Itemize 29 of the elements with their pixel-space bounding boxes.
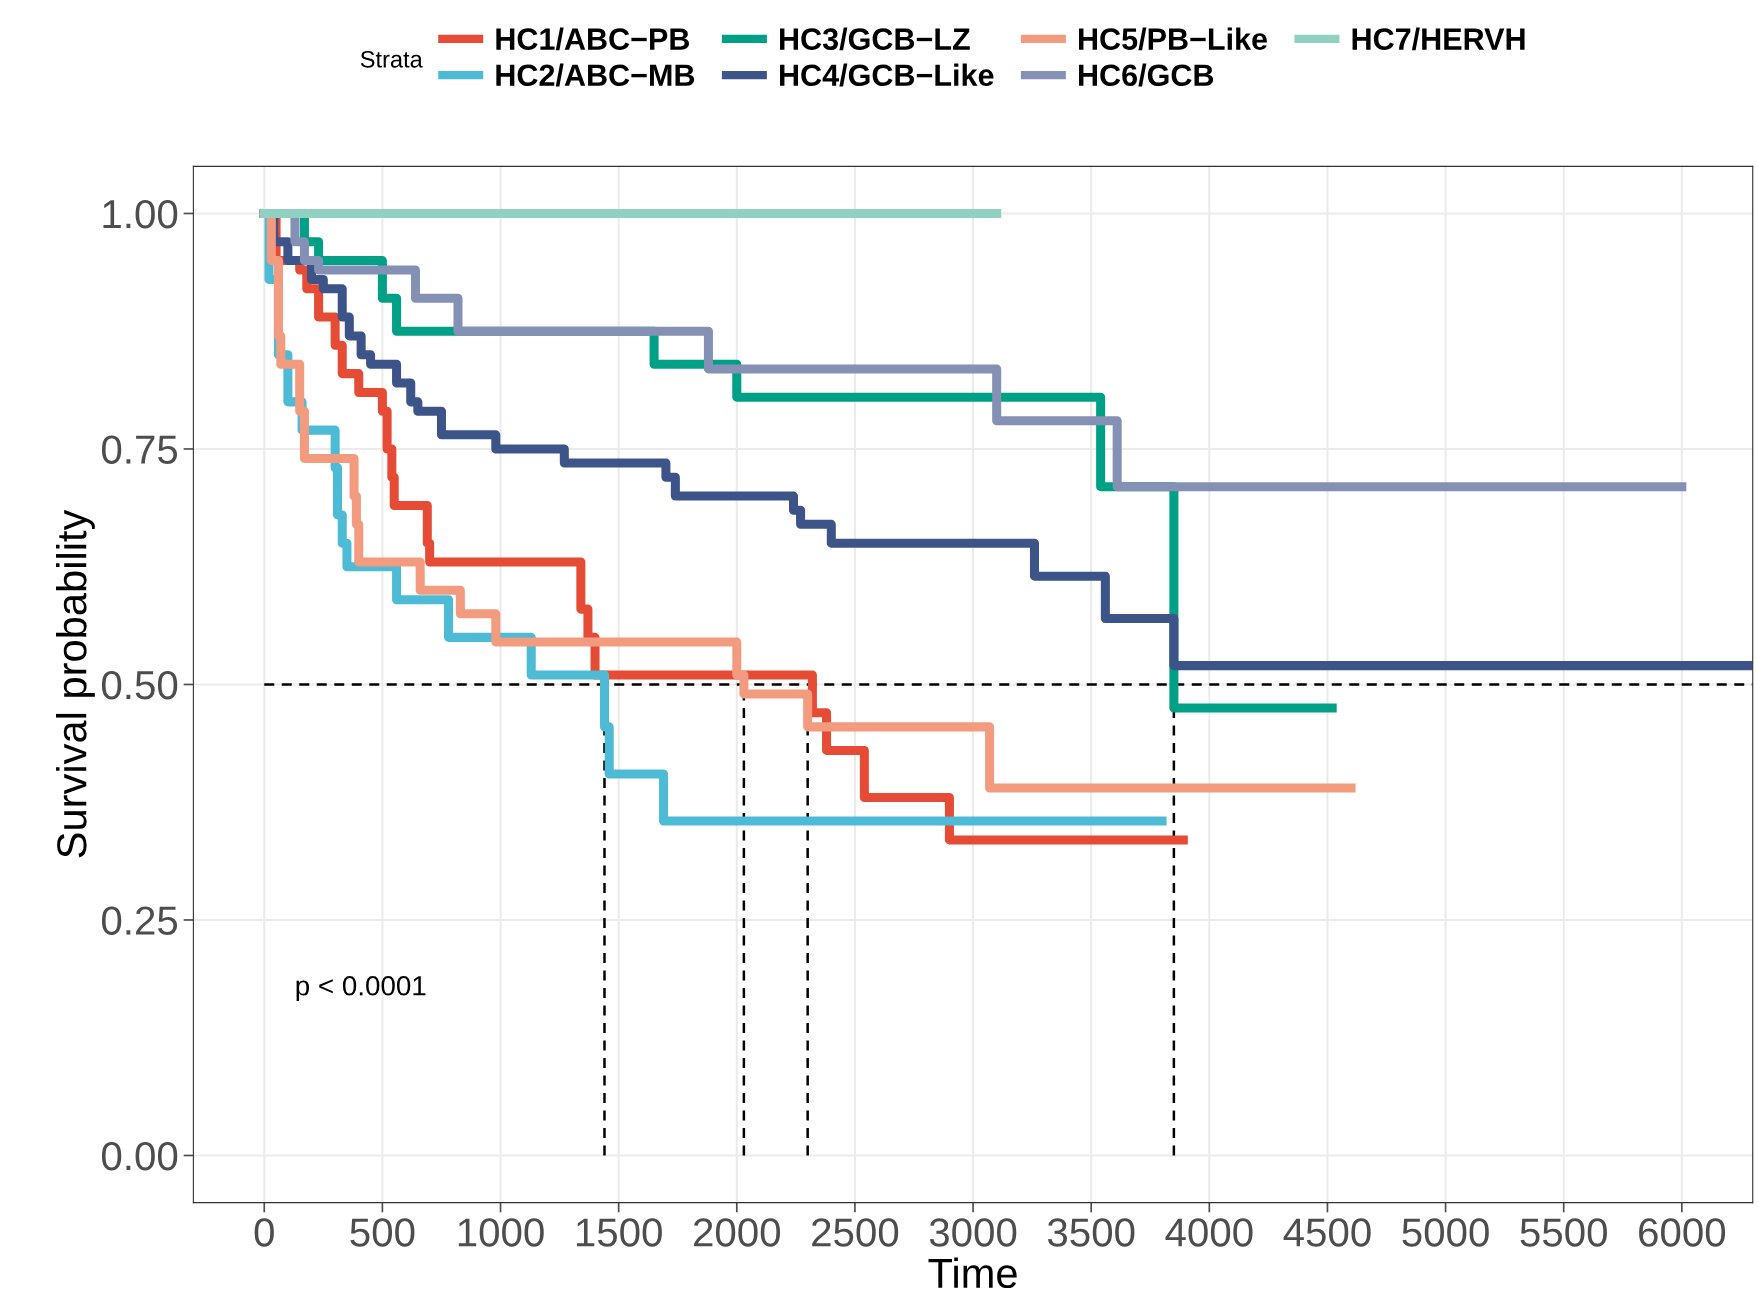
x-tick-label: 6000 [1639, 1218, 1726, 1247]
y-tick-label: 0.50 [101, 670, 178, 700]
x-tick-label: 1000 [458, 1218, 544, 1247]
legend-label: HC2/ABC−MB [496, 63, 695, 87]
y-tick-label: 1.00 [103, 199, 178, 229]
legend-title: Strata [360, 50, 423, 68]
y-tick-label: 0.25 [101, 906, 178, 935]
legend-label: HC4/GCB−Like [780, 63, 994, 87]
x-tick-label: 4000 [1165, 1218, 1253, 1247]
x-tick-label: 5000 [1402, 1218, 1489, 1247]
x-tick-label: 2500 [812, 1218, 899, 1247]
y-tick-label: 0.00 [101, 1141, 178, 1171]
legend-label: HC6/GCB [1079, 63, 1214, 87]
x-tick-label: 5500 [1520, 1218, 1607, 1247]
y-tick-label: 0.75 [101, 435, 178, 464]
legend-label: HC7/HERVH [1352, 27, 1525, 51]
annotation: p < 0.0001 [296, 975, 426, 1002]
x-axis-title: Time [928, 1257, 1017, 1289]
x-tick-label: 0 [254, 1218, 274, 1247]
x-tick-label: 2000 [694, 1218, 781, 1247]
x-tick-label: 3000 [929, 1218, 1017, 1247]
y-axis-title: Survival probability [56, 509, 95, 858]
x-tick-label: 1500 [576, 1218, 662, 1247]
legend-label: HC1/ABC−PB [496, 27, 690, 51]
legend-label: HC3/GCB−LZ [780, 27, 970, 51]
x-tick-label: 4500 [1283, 1218, 1371, 1247]
legend-label: HC5/PB−Like [1079, 27, 1267, 51]
x-tick-label: 500 [350, 1218, 415, 1247]
x-tick-label: 3500 [1047, 1218, 1135, 1247]
